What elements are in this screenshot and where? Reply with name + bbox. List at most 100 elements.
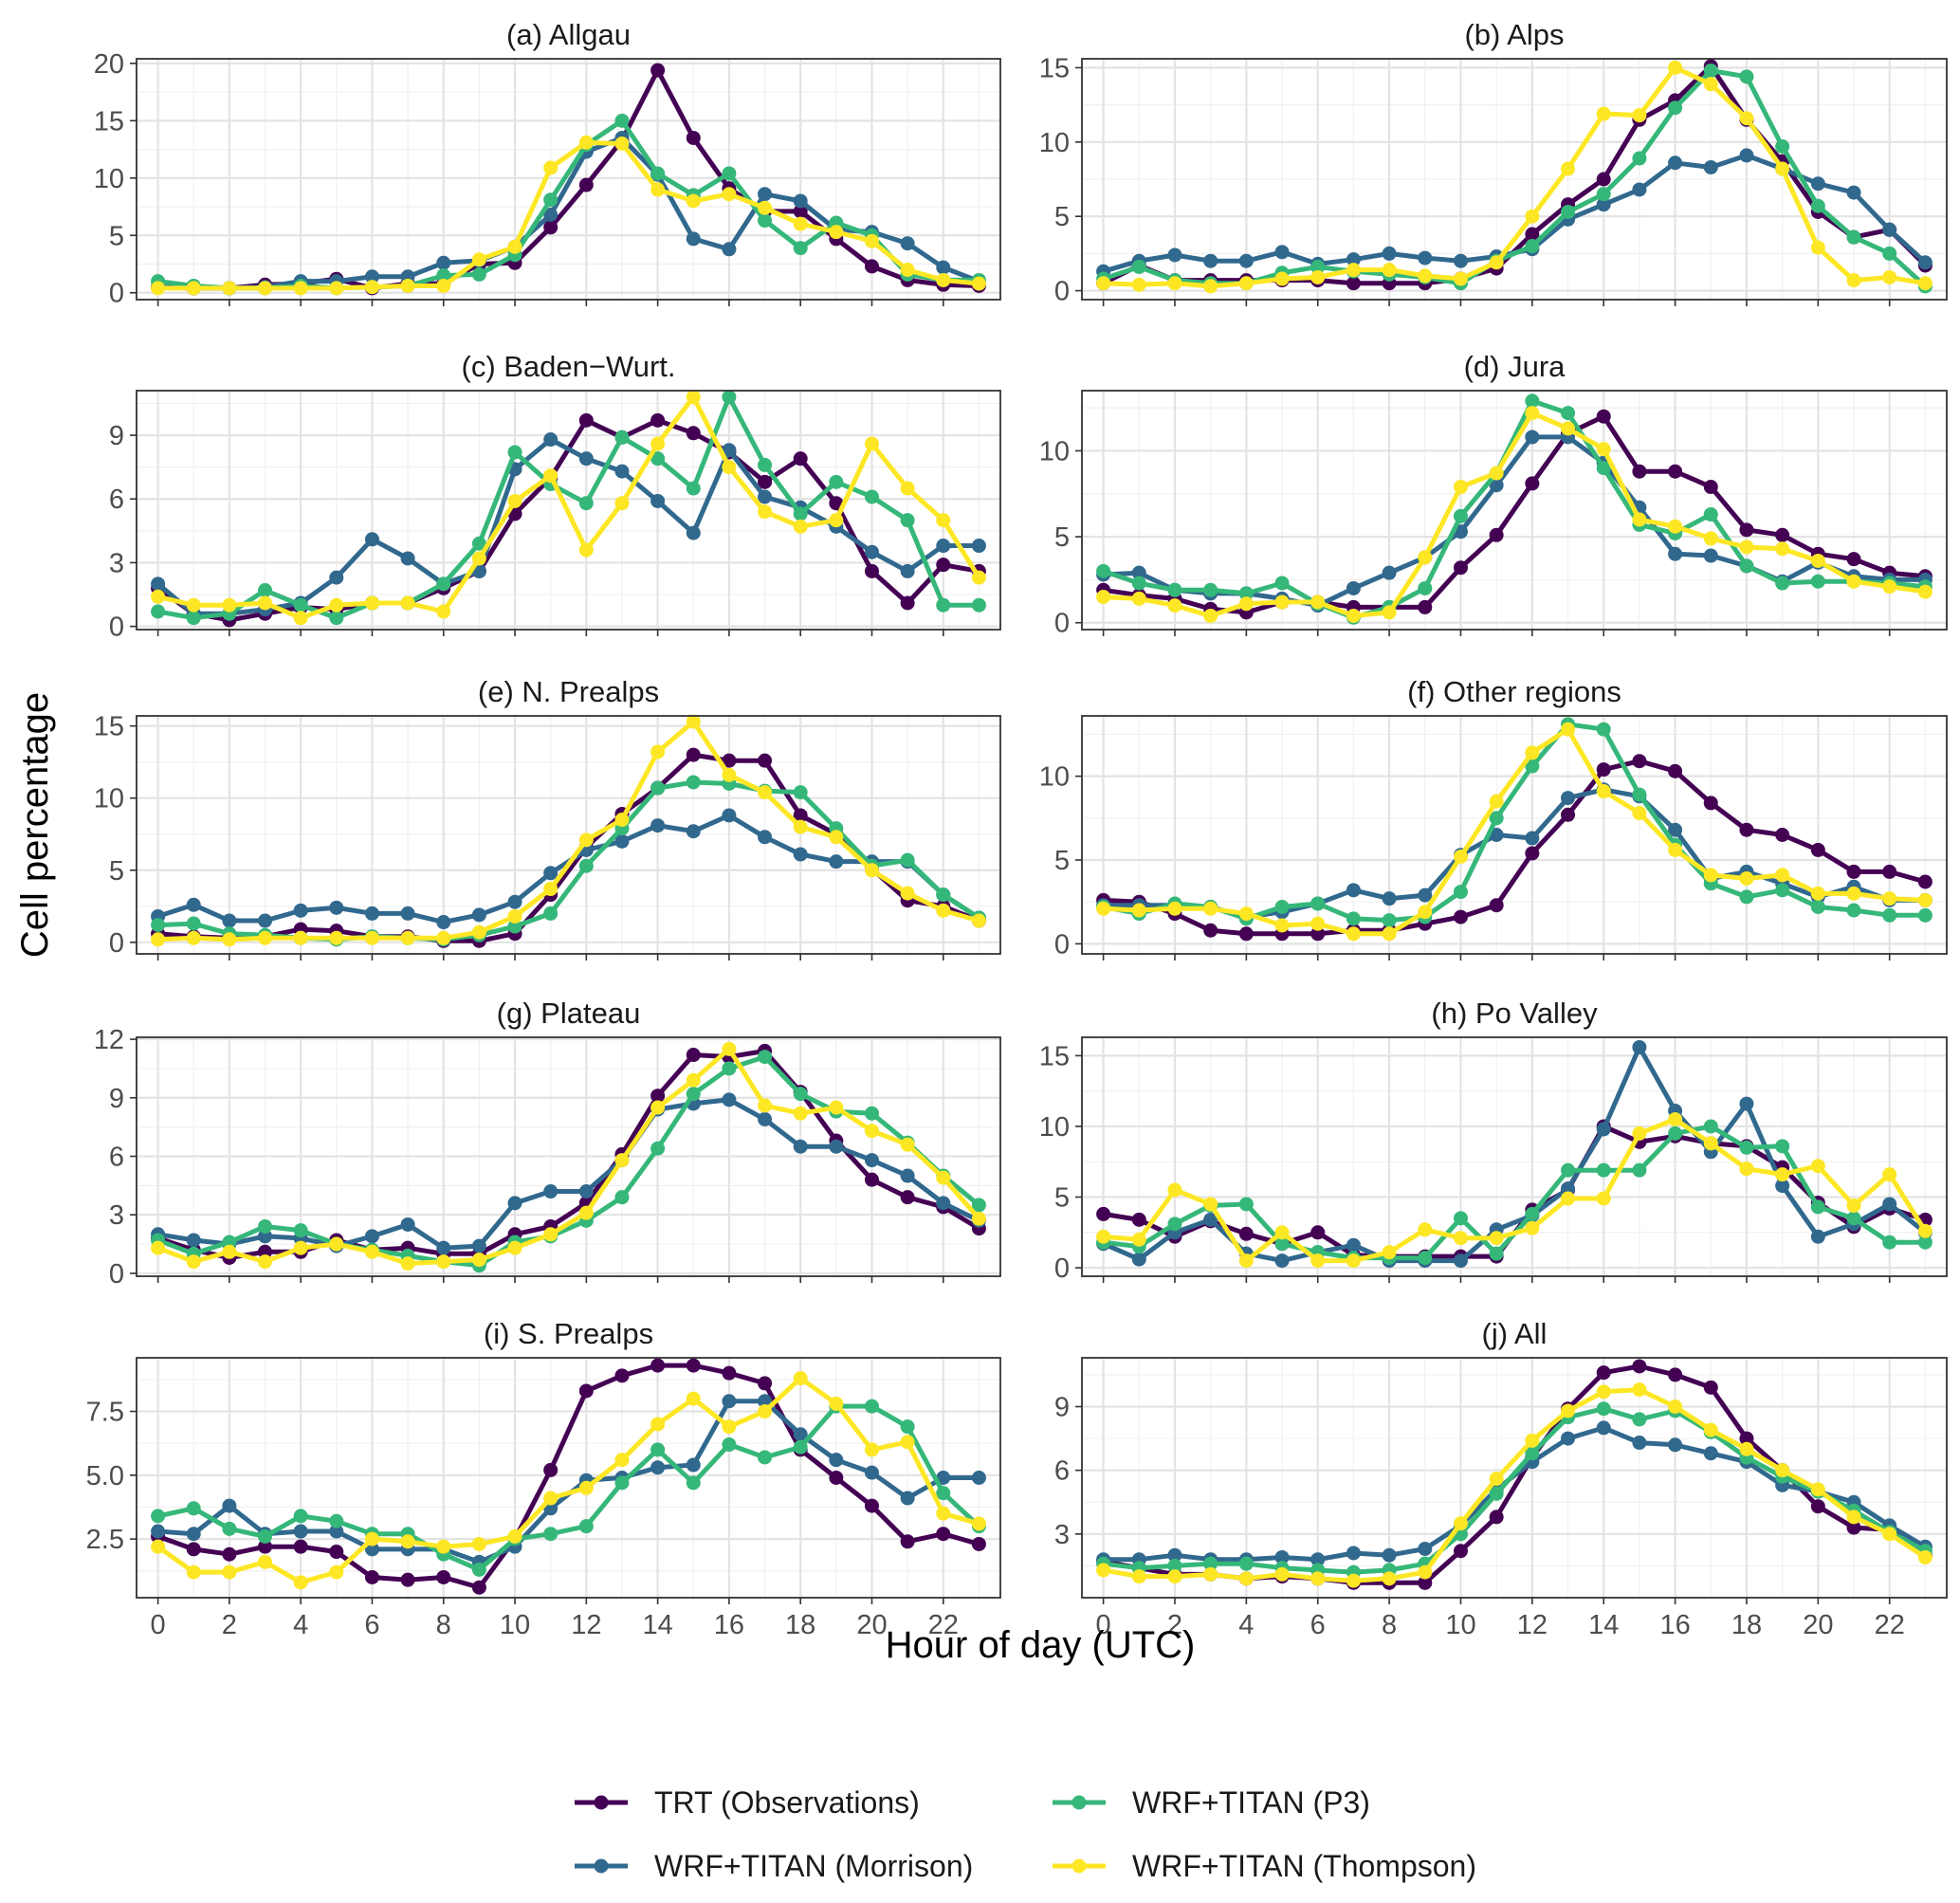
data-point <box>1274 1236 1290 1252</box>
data-point <box>722 1061 737 1076</box>
x-tick-label: 6 <box>1310 1610 1326 1640</box>
data-point <box>1167 276 1182 291</box>
data-point <box>1453 1253 1468 1269</box>
y-tick-label: 5 <box>1054 1182 1070 1213</box>
y-tick-label: 5.0 <box>86 1461 124 1491</box>
data-point <box>650 1141 666 1156</box>
data-point <box>1596 1365 1611 1381</box>
y-tick-label: 3 <box>109 1200 124 1231</box>
data-point <box>471 907 486 923</box>
y-tick-label: 15 <box>94 106 124 137</box>
data-point <box>1632 1039 1647 1054</box>
data-point <box>507 239 522 254</box>
y-tick-label: 7.5 <box>86 1398 124 1428</box>
data-point <box>1739 522 1754 538</box>
panel-border <box>136 715 1001 955</box>
data-point <box>971 1198 986 1213</box>
data-point <box>971 597 986 613</box>
data-point <box>1917 1549 1933 1564</box>
data-point <box>650 1442 666 1457</box>
data-point <box>1668 519 1683 534</box>
data-point <box>507 1240 522 1255</box>
series-wrf-titan-thompson- <box>1096 722 1933 942</box>
data-point <box>1561 1191 1576 1206</box>
x-tick-label: 10 <box>500 1610 530 1640</box>
data-point <box>793 1106 808 1121</box>
data-point <box>1346 276 1361 291</box>
panel-2: (b) Alps 0 5 10 15 <box>1039 18 1948 307</box>
data-point <box>900 236 915 251</box>
data-point <box>686 390 701 405</box>
data-point <box>1310 1571 1326 1586</box>
data-point <box>1238 1571 1254 1586</box>
data-point <box>829 513 844 528</box>
data-point <box>186 1233 201 1248</box>
data-point <box>186 897 201 912</box>
data-point <box>758 1050 773 1065</box>
data-point <box>829 1471 844 1485</box>
data-point <box>900 1168 915 1183</box>
data-point <box>1561 161 1576 176</box>
data-point <box>578 542 594 558</box>
data-point <box>686 193 701 209</box>
x-tick-label: 8 <box>436 1610 451 1640</box>
data-point <box>1489 466 1504 481</box>
data-point <box>293 611 308 626</box>
data-point <box>578 177 594 192</box>
data-point <box>1882 269 1897 284</box>
data-point <box>507 908 522 924</box>
data-point <box>1346 883 1361 898</box>
data-point <box>936 558 951 573</box>
data-point <box>1561 204 1576 219</box>
data-point <box>1346 911 1361 926</box>
data-point <box>686 714 701 729</box>
legend-item: WRF+TITAN (Morrison) <box>575 1849 973 1883</box>
data-point <box>1418 550 1433 565</box>
data-point <box>436 1254 451 1270</box>
panel-10: (j) All 3 6 9 0 2 4 6 8 10 12 14 16 18 20 22 <box>1054 1317 1948 1640</box>
data-point <box>1525 239 1540 254</box>
data-point <box>1882 1235 1897 1250</box>
data-point <box>543 207 559 222</box>
data-point <box>900 595 915 611</box>
data-point <box>614 833 630 849</box>
data-point <box>1632 1436 1647 1451</box>
data-point <box>864 259 879 274</box>
data-point <box>864 1442 879 1457</box>
data-point <box>578 833 594 848</box>
data-point <box>1810 176 1825 192</box>
data-point <box>186 1254 201 1270</box>
data-point <box>543 220 559 235</box>
data-point <box>686 130 701 145</box>
x-tick-label: 0 <box>1096 1610 1111 1640</box>
data-point <box>1382 926 1397 942</box>
data-point <box>1453 271 1468 286</box>
panel-8: (h) Po Valley 0 5 10 15 <box>1039 997 1948 1284</box>
data-point <box>1917 874 1933 889</box>
data-point <box>400 278 415 293</box>
panel-title: (h) Po Valley <box>1431 997 1598 1030</box>
data-point <box>329 281 344 296</box>
data-point <box>1203 1556 1218 1571</box>
data-point <box>1167 598 1182 613</box>
data-point <box>614 464 630 479</box>
data-point <box>364 1531 379 1546</box>
data-point <box>1775 1139 1790 1154</box>
data-point <box>507 445 522 460</box>
data-point <box>686 1457 701 1473</box>
data-point <box>400 1256 415 1272</box>
data-point <box>1238 586 1254 601</box>
data-point <box>436 255 451 270</box>
x-tick-label: 0 <box>151 1610 166 1640</box>
data-point <box>793 519 808 534</box>
data-point <box>1346 926 1361 942</box>
data-point <box>1418 1564 1433 1580</box>
data-point <box>293 1240 308 1255</box>
panel-title: (b) Alps <box>1464 18 1564 51</box>
data-point <box>1310 595 1326 610</box>
data-point <box>1310 896 1326 911</box>
y-tick-label: 12 <box>94 1025 124 1055</box>
panel-border <box>1081 390 1948 631</box>
data-point <box>1810 574 1825 589</box>
data-point <box>1382 246 1397 261</box>
